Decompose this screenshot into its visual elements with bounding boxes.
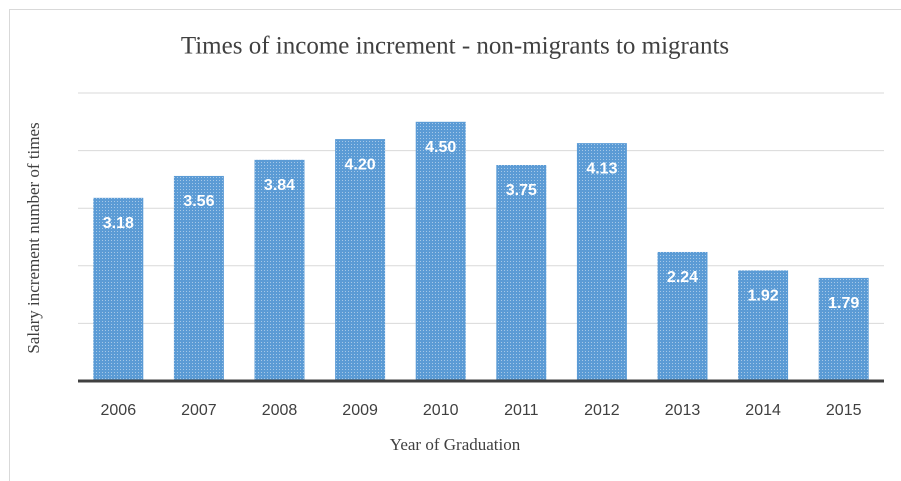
x-tick-label: 2010: [423, 402, 459, 419]
bar: [415, 121, 466, 382]
x-tick-label: 2007: [181, 402, 217, 419]
bar: [657, 251, 708, 381]
bar: [496, 165, 547, 381]
x-tick-label: 2014: [745, 402, 781, 419]
x-tick-label: 2015: [826, 402, 862, 419]
data-label: 3.75: [506, 182, 537, 199]
bar: [93, 197, 144, 381]
x-tick-label: 2012: [584, 402, 620, 419]
data-label: 1.79: [828, 295, 859, 312]
data-label: 1.92: [748, 288, 779, 305]
bar: [576, 143, 627, 381]
bar: [254, 159, 305, 381]
bar: [173, 175, 224, 381]
x-axis-title: Year of Graduation: [390, 435, 521, 454]
x-tick-label: 2011: [504, 402, 539, 419]
data-label: 4.13: [586, 160, 617, 177]
data-label: 3.18: [103, 215, 134, 232]
bar: [335, 139, 386, 381]
x-tick-label: 2009: [342, 402, 378, 419]
data-label: 4.20: [345, 156, 376, 173]
data-label: 2.24: [667, 269, 698, 286]
data-label: 3.56: [183, 193, 214, 210]
y-axis-title: Salary increment number of times: [24, 122, 43, 353]
data-label: 3.84: [264, 177, 295, 194]
chart-title: Times of income increment - non-migrants…: [181, 33, 729, 60]
bar: [738, 270, 789, 381]
bar: [818, 277, 869, 381]
x-tick-label: 2006: [101, 402, 137, 419]
data-label: 4.50: [425, 139, 456, 156]
x-tick-label: 2008: [262, 402, 298, 419]
x-tick-label: 2013: [665, 402, 701, 419]
